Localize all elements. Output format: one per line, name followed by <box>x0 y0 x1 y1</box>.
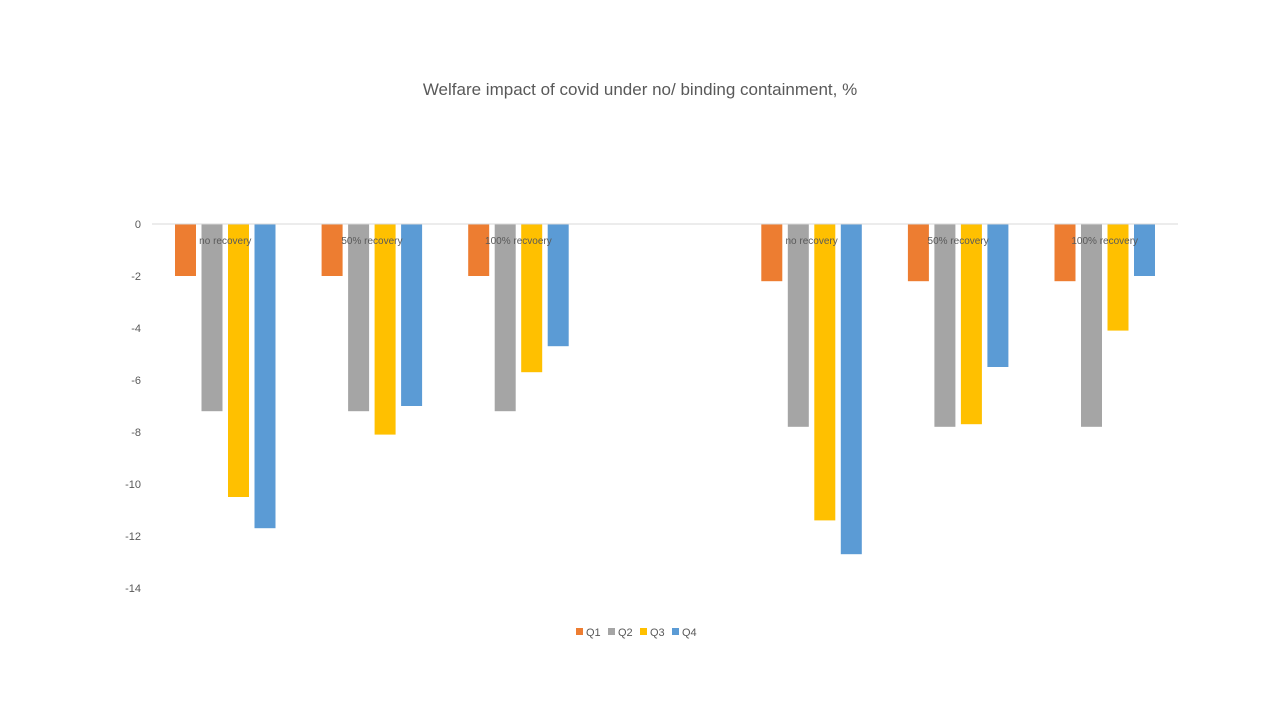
chart-title: Welfare impact of covid under no/ bindin… <box>422 80 858 99</box>
y-tick-label: -2 <box>131 271 141 283</box>
y-axis-ticks: 0 -2 -4 -6 -8 -10 -12 -14 <box>125 219 141 595</box>
bar-q3-4 <box>814 224 836 521</box>
y-tick-label: -10 <box>125 479 141 491</box>
category-label: no recovery <box>785 236 837 247</box>
bar-q4-1 <box>401 224 423 406</box>
legend-label-q3: Q3 <box>650 627 665 639</box>
bar-q2-6 <box>1081 224 1102 427</box>
bar-q3-5 <box>960 224 982 425</box>
legend-swatch-q2 <box>608 628 615 635</box>
bar-q3-2 <box>521 224 543 373</box>
legend-label-q4: Q4 <box>682 627 697 639</box>
bar-q2-2 <box>494 224 516 412</box>
bar-q3-0 <box>228 224 249 497</box>
bar-q1-5 <box>907 224 929 282</box>
category-labels: no recovery 50% recovery 100% recvoery no r… <box>199 236 1138 247</box>
legend-label-q2: Q2 <box>618 627 633 639</box>
category-label: 50% recovery <box>928 236 989 247</box>
category-label: 50% recovery <box>341 236 402 247</box>
y-tick-label: -4 <box>131 323 141 335</box>
bar-q2-1 <box>348 224 370 412</box>
category-label: 100% recvoery <box>485 236 552 247</box>
y-tick-label: -6 <box>131 375 141 387</box>
bar-q1-2 <box>468 224 490 276</box>
bar-q1-4 <box>761 224 783 282</box>
bar-q4-0 <box>254 224 276 529</box>
bar-q4-4 <box>840 224 862 555</box>
legend-swatch-q1 <box>576 628 583 635</box>
y-tick-label: -8 <box>131 427 141 439</box>
legend-label-q1: Q1 <box>586 627 601 639</box>
bar-q4-2 <box>547 224 569 347</box>
bar-q2-4 <box>787 224 809 427</box>
bar-q4-6 <box>1134 224 1155 276</box>
legend-swatch-q4 <box>672 628 679 635</box>
bar-q1-6 <box>1054 224 1076 282</box>
bar-q1-1 <box>321 224 343 276</box>
bar-q2-0 <box>201 224 223 412</box>
bar-q3-6 <box>1107 224 1129 331</box>
bar-q4-5 <box>987 224 1009 367</box>
bar-q3-1 <box>374 224 396 435</box>
bar-q2-5 <box>934 224 956 427</box>
category-label: 100% recovery <box>1071 236 1138 247</box>
y-tick-label: 0 <box>135 219 141 231</box>
bar-q1-0 <box>175 224 196 276</box>
legend: Q1 Q2 Q3 Q4 <box>576 627 697 639</box>
y-tick-label: -12 <box>125 531 141 543</box>
y-tick-label: -14 <box>125 583 141 595</box>
bars-layer <box>175 224 1155 555</box>
legend-swatch-q3 <box>640 628 647 635</box>
category-label: no recovery <box>199 236 251 247</box>
